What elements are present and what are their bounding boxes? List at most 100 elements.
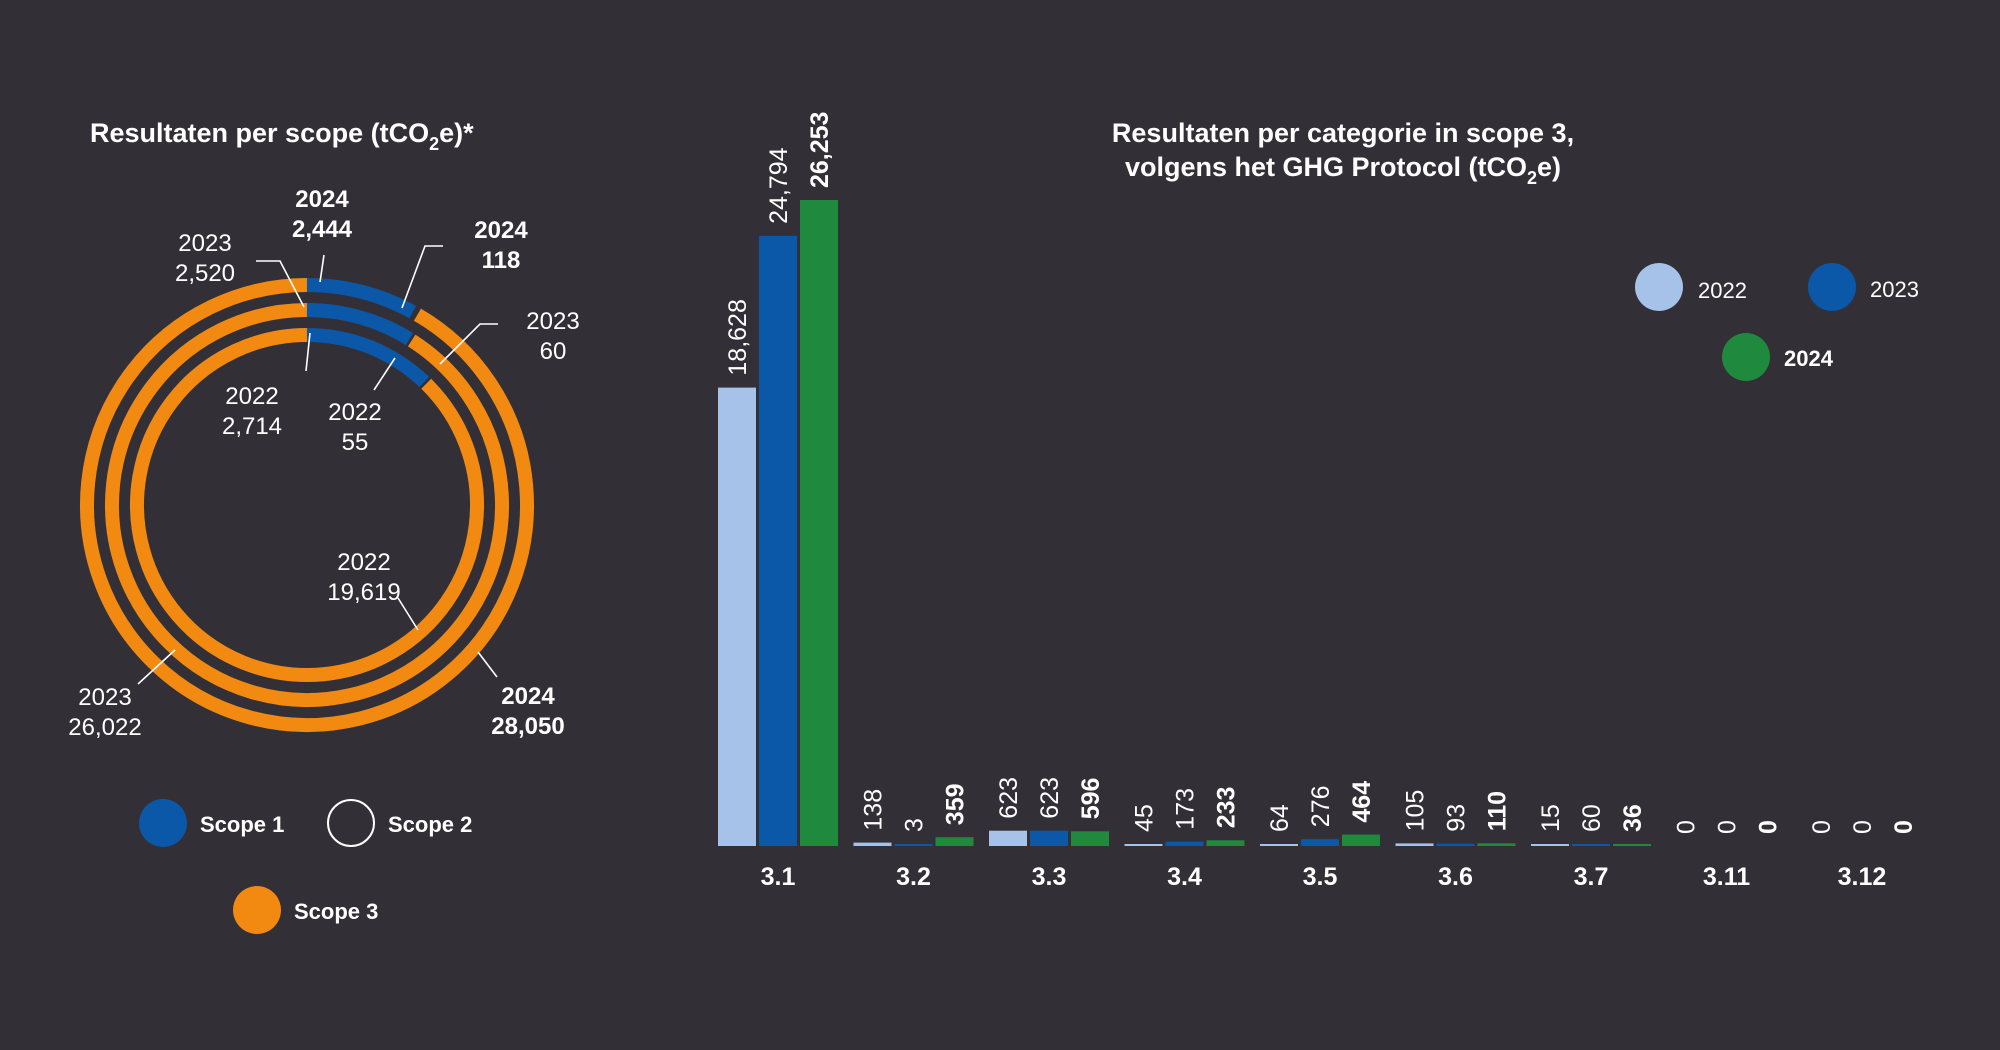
bar-label-3.3-2022: 623: [995, 777, 1023, 819]
bar-label-3.3-2024: 596: [1077, 778, 1105, 820]
bar-label-3.4-2022: 45: [1131, 804, 1159, 832]
anno-s3-2024-value: 28,050: [491, 713, 564, 740]
bar-label-3.6-2024: 110: [1484, 791, 1512, 831]
bar-3.4-2023: [1165, 841, 1204, 846]
bar-label-3.5-2022: 64: [1266, 804, 1294, 832]
anno-s1-2022-year: 2022: [225, 383, 278, 410]
bar-3.2-2023: [894, 844, 933, 846]
bar-3.1-2022: [718, 387, 756, 846]
leader-s3-2024: [477, 651, 498, 678]
bar-label-3.11-2023: 0: [1714, 820, 1742, 834]
anno-s1-2023-year: 2023: [178, 230, 231, 257]
bar-label-3.7-2022: 15: [1537, 804, 1565, 832]
leader-lines: [137, 245, 498, 685]
bar-label-3.7-2024: 36: [1619, 804, 1647, 832]
x-tick-3.3: 3.3: [1032, 863, 1067, 891]
leader-s3-2022: [397, 597, 419, 631]
bar-3.3-2022: [989, 830, 1027, 846]
bar-plot: 18,628 24,794 26,253 3.1 138 3 359 3.2 623 623 596…: [718, 112, 1918, 891]
anno-s3-2023-year: 2023: [78, 684, 131, 711]
legend-scope1-label: Scope 1: [200, 812, 284, 837]
anno-s1-2024-year: 2024: [295, 186, 349, 213]
bar-3.6-2024: [1477, 843, 1516, 846]
leader-s2-2023: [439, 323, 498, 365]
donut-rings: [80, 278, 534, 732]
anno-s1-2022-value: 2,714: [222, 413, 282, 440]
bar-label-3.2-2022: 138: [860, 789, 888, 831]
x-tick-3.11: 3.11: [1703, 863, 1750, 891]
x-tick-3.4: 3.4: [1167, 863, 1202, 891]
legend-2023-label: 2023: [1870, 277, 1919, 302]
anno-s3-2023-value: 26,022: [68, 714, 141, 741]
legend-2024-swatch: [1722, 333, 1770, 381]
anno-s3-2022-value: 19,619: [327, 579, 400, 606]
anno-s2-2022-value: 55: [342, 429, 369, 456]
bar-label-3.2-2024: 359: [942, 783, 970, 825]
bar-label-3.12-2024: 0: [1890, 820, 1918, 834]
bar-3.5-2023: [1301, 839, 1339, 846]
anno-s2-2024-value: 118: [482, 247, 521, 274]
bar-3.3-2024: [1071, 831, 1109, 846]
bar-3.7-2023: [1572, 844, 1610, 846]
bar-3.6-2023: [1436, 843, 1475, 846]
bar-title-line1: Resultaten per categorie in scope 3,: [1112, 118, 1574, 148]
legend-2023-swatch: [1808, 263, 1856, 311]
leader-s2-2024: [401, 245, 443, 309]
ring-2023-scope2: [405, 333, 416, 347]
bar-3.1-2023: [759, 235, 797, 846]
anno-s3-2022-year: 2022: [337, 549, 390, 576]
legend-scope3-label: Scope 3: [294, 899, 378, 924]
bar-label-3.4-2023: 173: [1172, 788, 1200, 830]
bar-label-3.12-2022: 0: [1808, 820, 1836, 834]
bar-label-3.6-2023: 93: [1443, 804, 1471, 832]
bar-3.1-2024: [800, 200, 838, 846]
bar-label-3.6-2022: 105: [1402, 790, 1430, 832]
x-tick-3.1: 3.1: [761, 863, 796, 891]
bar-label-3.4-2024: 233: [1213, 787, 1241, 829]
anno-s2-2023-year: 2023: [526, 308, 579, 335]
bar-label-3.1-2023: 24,794: [765, 147, 793, 224]
bar-label-3.11-2022: 0: [1673, 820, 1701, 834]
donut-title: Resultaten per scope (tCO2e)*: [90, 118, 474, 154]
ring-2023-scope1: [306, 303, 414, 346]
legend-scope3-swatch: [233, 886, 281, 934]
x-tick-3.2: 3.2: [896, 863, 931, 891]
x-tick-3.5: 3.5: [1303, 863, 1338, 891]
bar-label-3.5-2024: 464: [1348, 781, 1376, 823]
bar-title-line2: volgens het GHG Protocol (tCO2e): [1125, 152, 1561, 188]
bar-3.5-2024: [1342, 834, 1380, 846]
ring-2024-scope2: [409, 305, 421, 321]
bar-3.2-2022: [853, 842, 892, 846]
bar-label-3.1-2022: 18,628: [724, 299, 752, 375]
anno-s2-2024-year: 2024: [474, 217, 528, 244]
anno-s1-2023-value: 2,520: [175, 260, 235, 287]
bar-label-3.1-2024: 26,253: [806, 112, 834, 188]
leader-s1-2023: [256, 260, 305, 308]
bar-label-3.7-2023: 60: [1578, 804, 1606, 832]
bar-label-3.11-2024: 0: [1755, 820, 1783, 834]
anno-s2-2022-year: 2022: [328, 399, 381, 426]
bar-label-3.2-2023: 3: [901, 818, 929, 832]
bar-label-3.12-2023: 0: [1849, 820, 1877, 834]
legend-2022-swatch: [1635, 263, 1683, 311]
ring-2024-scope3: [80, 278, 534, 732]
ring-2023-scope3: [105, 303, 509, 707]
leader-s3-2023: [137, 649, 176, 685]
bar-label-3.5-2023: 276: [1307, 785, 1335, 827]
legend-scope1-swatch: [139, 799, 187, 847]
legend-2022-label: 2022: [1698, 278, 1747, 303]
legend-scope2-label: Scope 2: [388, 812, 472, 837]
bar-3.6-2022: [1395, 843, 1434, 846]
x-tick-3.12: 3.12: [1838, 863, 1887, 891]
anno-s1-2024-value: 2,444: [292, 216, 353, 243]
ring-2022-scope1: [306, 328, 430, 388]
x-tick-3.6: 3.6: [1438, 863, 1473, 891]
leader-s1-2022: [305, 332, 311, 372]
legend-2024-label: 2024: [1784, 346, 1834, 371]
x-tick-3.7: 3.7: [1574, 863, 1609, 891]
ring-2022-scope3: [130, 328, 484, 682]
anno-s3-2024-year: 2024: [501, 683, 555, 710]
bar-3.5-2022: [1260, 844, 1298, 846]
ring-2024-scope1: [306, 278, 417, 319]
